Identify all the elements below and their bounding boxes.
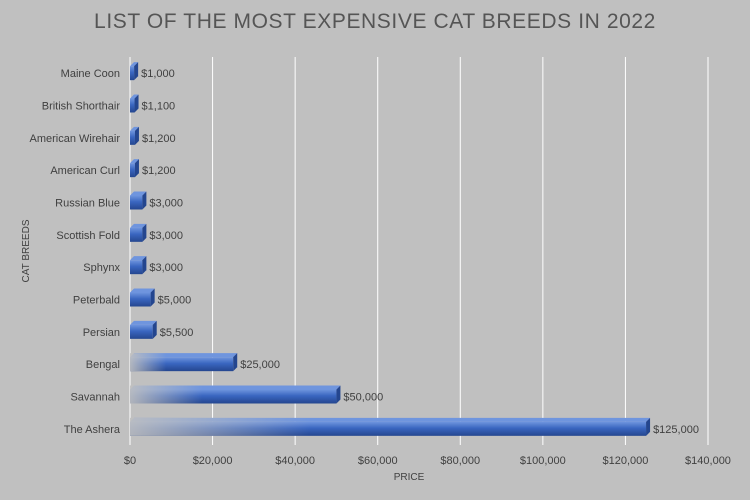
bar-top-face bbox=[130, 62, 139, 67]
x-axis-title: PRICE bbox=[394, 472, 425, 483]
data-label: $1,000 bbox=[141, 68, 175, 80]
bar-top-face bbox=[130, 159, 139, 164]
bar-side-face bbox=[150, 288, 155, 307]
chart-title: LIST OF THE MOST EXPENSIVE CAT BREEDS IN… bbox=[94, 10, 656, 33]
bar-side-face bbox=[152, 320, 157, 339]
bar-front-face bbox=[130, 195, 143, 210]
bar-front-face bbox=[130, 130, 135, 145]
bar-fade bbox=[130, 385, 337, 404]
category-label: Savannah bbox=[70, 392, 120, 404]
data-label: $1,200 bbox=[142, 165, 176, 177]
bar-front-face bbox=[130, 66, 135, 81]
category-label: Bengal bbox=[86, 359, 120, 371]
data-label: $5,000 bbox=[158, 295, 192, 307]
bar-side-face bbox=[336, 385, 341, 404]
category-label: British Shorthair bbox=[42, 101, 121, 113]
bar bbox=[130, 385, 341, 404]
bar-side-face bbox=[142, 191, 147, 210]
bar-fade bbox=[130, 417, 647, 436]
x-tick-label: $20,000 bbox=[193, 455, 233, 467]
x-tick-label: $140,000 bbox=[685, 455, 731, 467]
category-label: Peterbald bbox=[73, 295, 120, 307]
data-label: $3,000 bbox=[149, 198, 183, 210]
data-label: $3,000 bbox=[149, 262, 183, 274]
category-label: Persian bbox=[83, 327, 120, 339]
x-tick-label: $120,000 bbox=[602, 455, 648, 467]
bar-side-face bbox=[134, 94, 139, 113]
bar-top-face bbox=[130, 223, 147, 228]
bar-top-face bbox=[130, 288, 155, 293]
bar-top-face bbox=[130, 94, 139, 99]
category-label: Scottish Fold bbox=[56, 230, 120, 242]
category-label: The Ashera bbox=[64, 424, 121, 436]
bar bbox=[130, 62, 139, 81]
bar bbox=[130, 320, 157, 339]
bar-top-face bbox=[130, 320, 157, 325]
category-label: Maine Coon bbox=[61, 68, 120, 80]
data-label: $125,000 bbox=[653, 424, 699, 436]
category-label: American Curl bbox=[50, 165, 120, 177]
bar-top-face bbox=[130, 256, 147, 261]
data-label: $5,500 bbox=[160, 327, 194, 339]
bar-side-face bbox=[134, 159, 139, 178]
bar-side-face bbox=[134, 62, 139, 81]
bar-front-face bbox=[130, 98, 135, 113]
x-tick-label: $0 bbox=[124, 455, 136, 467]
bar-front-face bbox=[130, 324, 153, 339]
x-tick-label: $60,000 bbox=[358, 455, 398, 467]
bar-side-face bbox=[646, 417, 651, 436]
bar-top-face bbox=[130, 191, 147, 196]
x-tick-label: $80,000 bbox=[440, 455, 480, 467]
bar-top-face bbox=[130, 126, 139, 131]
category-label: Sphynx bbox=[83, 262, 120, 274]
bar-side-face bbox=[233, 353, 238, 372]
data-label: $1,200 bbox=[142, 133, 176, 145]
bar bbox=[130, 256, 147, 275]
y-axis-title: CAT BREEDS bbox=[21, 219, 32, 282]
data-label: $3,000 bbox=[149, 230, 183, 242]
bar-side-face bbox=[142, 223, 147, 242]
bar-front-face bbox=[130, 260, 143, 275]
bar-side-face bbox=[142, 256, 147, 275]
bar bbox=[130, 288, 155, 307]
bar bbox=[130, 159, 139, 178]
bar bbox=[130, 191, 147, 210]
data-label: $50,000 bbox=[343, 392, 383, 404]
data-label: $1,100 bbox=[142, 101, 176, 113]
bar-fade bbox=[130, 353, 234, 372]
bar bbox=[130, 126, 139, 145]
bar bbox=[130, 353, 238, 372]
category-label: Russian Blue bbox=[55, 198, 120, 210]
category-label: American Wirehair bbox=[30, 133, 121, 145]
bar bbox=[130, 417, 651, 436]
x-tick-label: $100,000 bbox=[520, 455, 566, 467]
bar-front-face bbox=[130, 163, 135, 178]
bar bbox=[130, 94, 139, 113]
x-tick-label: $40,000 bbox=[275, 455, 315, 467]
data-label: $25,000 bbox=[240, 359, 280, 371]
bar bbox=[130, 223, 147, 242]
bar-side-face bbox=[134, 126, 139, 145]
bar-front-face bbox=[130, 227, 143, 242]
bar-front-face bbox=[130, 292, 151, 307]
